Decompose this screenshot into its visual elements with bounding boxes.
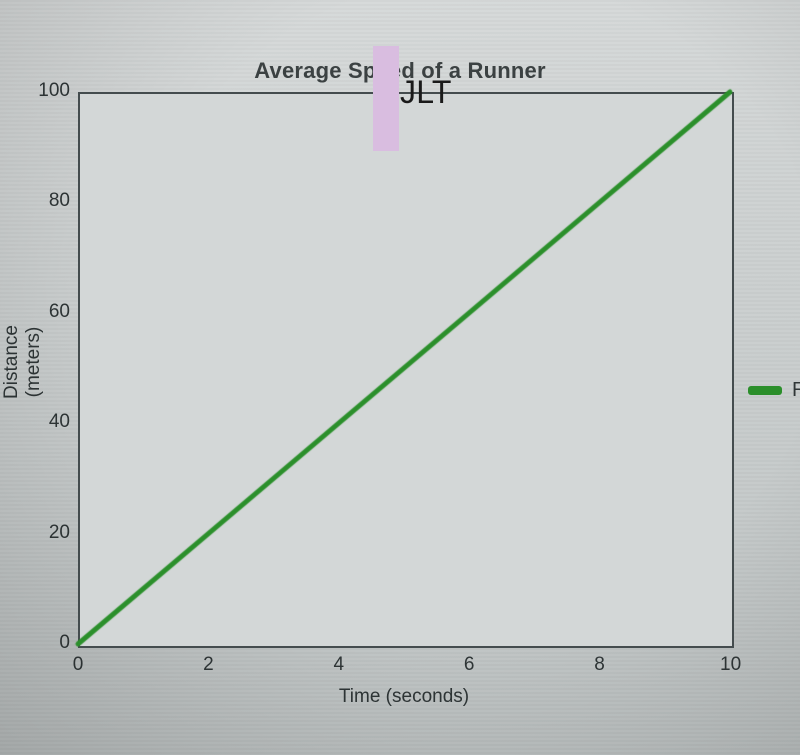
legend-swatch bbox=[748, 386, 782, 395]
chart-title: Average Speed of a Runner JLT bbox=[0, 58, 800, 84]
legend: Runner bbox=[748, 379, 800, 402]
legend-label: Runner bbox=[792, 379, 800, 402]
overlay-bar bbox=[373, 46, 399, 151]
line-canvas bbox=[0, 0, 800, 755]
overlay-text: JLT bbox=[400, 74, 452, 111]
chart-container: { "chart": { "type": "line", "title": "A… bbox=[0, 0, 800, 755]
